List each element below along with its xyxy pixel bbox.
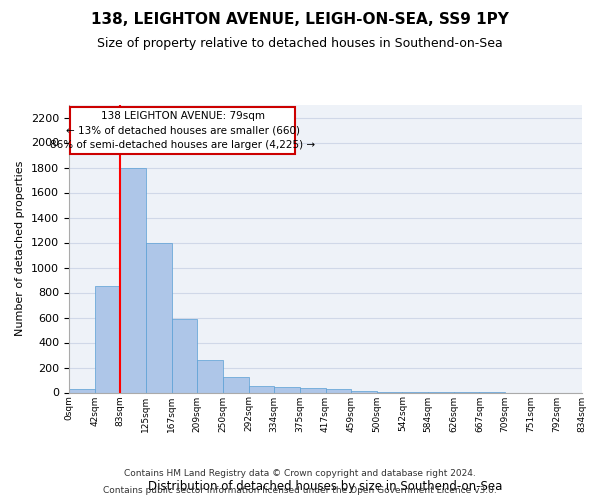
Text: 138, LEIGHTON AVENUE, LEIGH-ON-SEA, SS9 1PY: 138, LEIGHTON AVENUE, LEIGH-ON-SEA, SS9 … <box>91 12 509 28</box>
Text: Contains public sector information licensed under the Open Government Licence v3: Contains public sector information licen… <box>103 486 497 495</box>
Bar <box>69 390 95 392</box>
Bar <box>95 286 121 393</box>
Bar <box>274 387 300 392</box>
Bar <box>197 360 223 392</box>
Bar <box>172 319 197 392</box>
Bar <box>325 390 351 392</box>
FancyBboxPatch shape <box>70 107 295 154</box>
Bar <box>300 388 325 392</box>
X-axis label: Distribution of detached houses by size in Southend-on-Sea: Distribution of detached houses by size … <box>148 480 503 494</box>
Bar <box>248 386 274 392</box>
Bar <box>351 390 377 392</box>
Text: 138 LEIGHTON AVENUE: 79sqm
← 13% of detached houses are smaller (660)
86% of sem: 138 LEIGHTON AVENUE: 79sqm ← 13% of deta… <box>50 110 315 150</box>
Text: Size of property relative to detached houses in Southend-on-Sea: Size of property relative to detached ho… <box>97 38 503 51</box>
Bar <box>146 242 172 392</box>
Bar <box>223 377 248 392</box>
Text: Contains HM Land Registry data © Crown copyright and database right 2024.: Contains HM Land Registry data © Crown c… <box>124 468 476 477</box>
Y-axis label: Number of detached properties: Number of detached properties <box>16 161 25 336</box>
Bar <box>121 168 146 392</box>
